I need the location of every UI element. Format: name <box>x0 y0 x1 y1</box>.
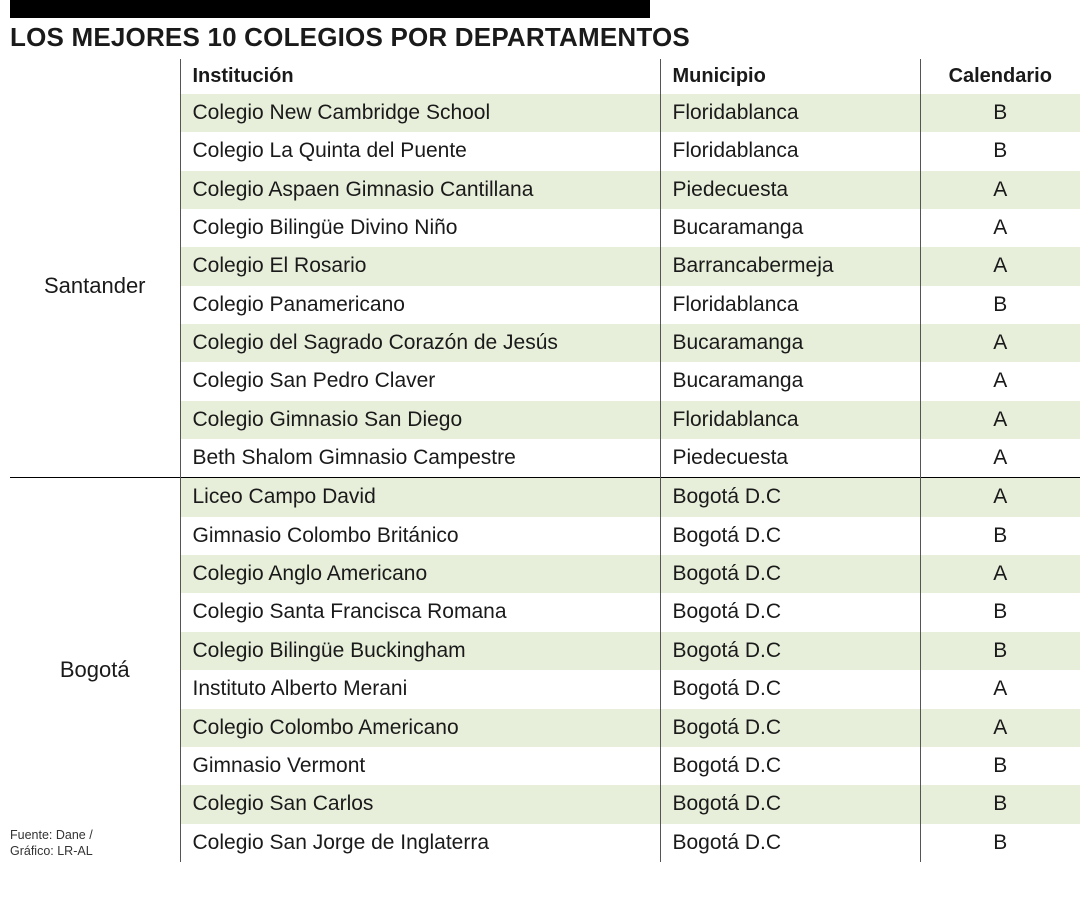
col-header-dept <box>10 59 180 94</box>
cell-institucion: Instituto Alberto Merani <box>180 670 660 708</box>
cell-municipio: Bogotá D.C <box>660 478 920 517</box>
cell-institucion: Colegio Panamericano <box>180 286 660 324</box>
col-header-calendario: Calendario <box>920 59 1080 94</box>
top-bar <box>10 0 650 18</box>
cell-calendario: B <box>920 132 1080 170</box>
cell-municipio: Floridablanca <box>660 286 920 324</box>
cell-institucion: Colegio New Cambridge School <box>180 94 660 132</box>
cell-municipio: Bucaramanga <box>660 362 920 400</box>
cell-calendario: B <box>920 286 1080 324</box>
footer-credits: Fuente: Dane / Gráfico: LR-AL <box>10 828 170 859</box>
cell-institucion: Colegio San Carlos <box>180 785 660 823</box>
cell-calendario: B <box>920 593 1080 631</box>
cell-municipio: Bogotá D.C <box>660 747 920 785</box>
cell-municipio: Piedecuesta <box>660 171 920 209</box>
cell-calendario: A <box>920 247 1080 285</box>
cell-calendario: A <box>920 324 1080 362</box>
footer-line2: Gráfico: LR-AL <box>10 844 93 858</box>
schools-table: Institución Municipio Calendario Santand… <box>10 59 1080 862</box>
col-header-institucion: Institución <box>180 59 660 94</box>
cell-municipio: Barrancabermeja <box>660 247 920 285</box>
cell-institucion: Colegio Colombo Americano <box>180 709 660 747</box>
cell-institucion: Colegio San Pedro Claver <box>180 362 660 400</box>
cell-municipio: Piedecuesta <box>660 439 920 478</box>
cell-calendario: A <box>920 478 1080 517</box>
cell-municipio: Bucaramanga <box>660 324 920 362</box>
cell-municipio: Bogotá D.C <box>660 785 920 823</box>
cell-municipio: Bogotá D.C <box>660 670 920 708</box>
footer-line1: Fuente: Dane / <box>10 828 93 842</box>
cell-institucion: Colegio El Rosario <box>180 247 660 285</box>
table-row: SantanderColegio New Cambridge SchoolFlo… <box>10 94 1080 132</box>
cell-municipio: Bogotá D.C <box>660 517 920 555</box>
cell-institucion: Colegio Aspaen Gimnasio Cantillana <box>180 171 660 209</box>
cell-calendario: A <box>920 709 1080 747</box>
cell-calendario: A <box>920 362 1080 400</box>
cell-institucion: Beth Shalom Gimnasio Campestre <box>180 439 660 478</box>
cell-calendario: B <box>920 785 1080 823</box>
cell-institucion: Colegio Anglo Americano <box>180 555 660 593</box>
cell-municipio: Bogotá D.C <box>660 632 920 670</box>
cell-calendario: A <box>920 171 1080 209</box>
cell-institucion: Colegio Gimnasio San Diego <box>180 401 660 439</box>
cell-calendario: B <box>920 824 1080 862</box>
cell-institucion: Colegio Bilingüe Divino Niño <box>180 209 660 247</box>
cell-institucion: Gimnasio Vermont <box>180 747 660 785</box>
cell-calendario: A <box>920 670 1080 708</box>
cell-calendario: B <box>920 747 1080 785</box>
cell-calendario: A <box>920 209 1080 247</box>
cell-calendario: A <box>920 401 1080 439</box>
cell-municipio: Floridablanca <box>660 132 920 170</box>
cell-calendario: B <box>920 94 1080 132</box>
dept-cell: Santander <box>10 94 180 478</box>
cell-calendario: B <box>920 632 1080 670</box>
col-header-municipio: Municipio <box>660 59 920 94</box>
cell-calendario: B <box>920 517 1080 555</box>
cell-institucion: Gimnasio Colombo Británico <box>180 517 660 555</box>
cell-municipio: Bucaramanga <box>660 209 920 247</box>
cell-institucion: Colegio Bilingüe Buckingham <box>180 632 660 670</box>
cell-municipio: Bogotá D.C <box>660 709 920 747</box>
dept-cell: Bogotá <box>10 478 180 862</box>
cell-institucion: Liceo Campo David <box>180 478 660 517</box>
cell-municipio: Floridablanca <box>660 94 920 132</box>
cell-municipio: Floridablanca <box>660 401 920 439</box>
cell-institucion: Colegio Santa Francisca Romana <box>180 593 660 631</box>
cell-institucion: Colegio San Jorge de Inglaterra <box>180 824 660 862</box>
cell-institucion: Colegio La Quinta del Puente <box>180 132 660 170</box>
cell-municipio: Bogotá D.C <box>660 555 920 593</box>
cell-municipio: Bogotá D.C <box>660 593 920 631</box>
table-header-row: Institución Municipio Calendario <box>10 59 1080 94</box>
table-row: BogotáLiceo Campo DavidBogotá D.CA <box>10 478 1080 517</box>
cell-municipio: Bogotá D.C <box>660 824 920 862</box>
cell-calendario: A <box>920 555 1080 593</box>
page-title: LOS MEJORES 10 COLEGIOS POR DEPARTAMENTO… <box>10 22 1070 53</box>
cell-institucion: Colegio del Sagrado Corazón de Jesús <box>180 324 660 362</box>
cell-calendario: A <box>920 439 1080 478</box>
